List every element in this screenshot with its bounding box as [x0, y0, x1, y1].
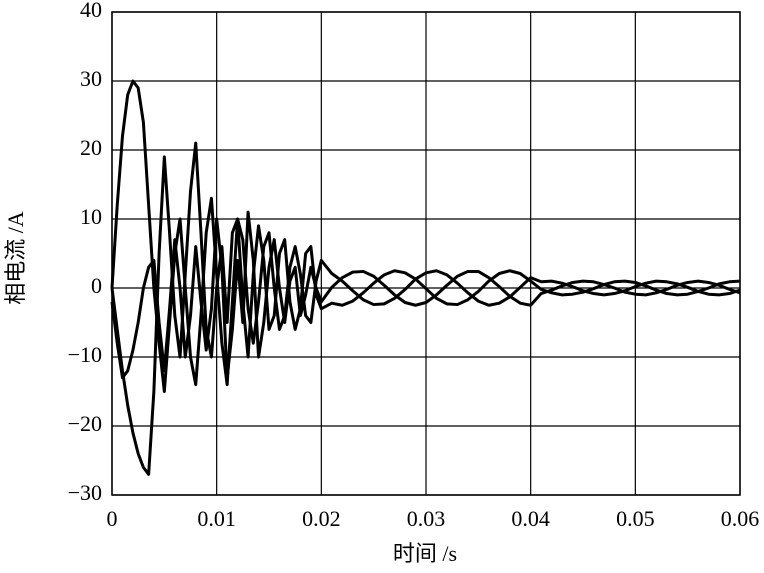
y-tick-label: −30 [68, 480, 102, 505]
x-tick-label: 0.04 [511, 506, 550, 531]
y-tick-label: −10 [68, 342, 102, 367]
x-tick-label: 0.06 [721, 506, 760, 531]
y-tick-label: 30 [80, 66, 102, 91]
y-tick-label: −20 [68, 411, 102, 436]
x-tick-label: 0.02 [302, 506, 341, 531]
x-tick-label: 0.01 [197, 506, 236, 531]
y-axis-label: 相电流 /A [3, 211, 28, 305]
data-line [110, 210, 741, 380]
y-tick-label: 40 [80, 0, 102, 22]
y-tick-label: 10 [80, 204, 102, 229]
plot-frame [111, 11, 741, 496]
x-axis-label: 时间 /s [393, 541, 457, 566]
x-tick-label: 0.03 [407, 506, 446, 531]
y-tick-label: 20 [80, 135, 102, 160]
data-line [110, 79, 741, 393]
x-tick-label: 0 [107, 506, 118, 531]
y-tick-label: 0 [91, 273, 102, 298]
x-tick-label: 0.05 [616, 506, 655, 531]
